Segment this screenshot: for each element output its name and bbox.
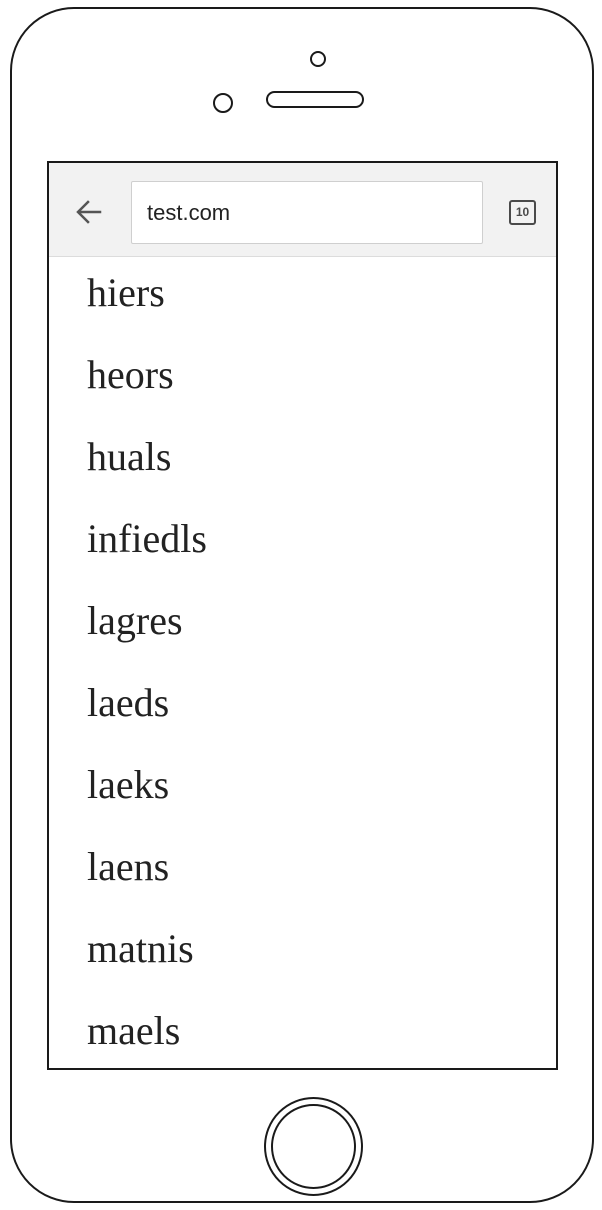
list-item-label: laens <box>87 844 170 889</box>
arrow-left-icon <box>76 200 102 224</box>
list-item-label: infiedls <box>87 516 207 561</box>
home-button[interactable] <box>264 1097 363 1196</box>
browser-toolbar: 10 <box>49 163 556 257</box>
list-item-label: heors <box>87 352 174 397</box>
list-item-label: hiers <box>87 270 165 315</box>
earpiece-speaker <box>266 91 364 108</box>
list-item[interactable]: laeds <box>49 667 556 749</box>
list-item[interactable]: infiedls <box>49 503 556 585</box>
url-input[interactable] <box>131 181 483 244</box>
list-item[interactable]: matnis <box>49 913 556 995</box>
word-list: hiers heors huals infiedls lagres laeds laeks l… <box>49 257 556 1068</box>
phone-screen: 10 hiers heors huals infiedls lagres laeds lae… <box>47 161 558 1070</box>
list-item[interactable]: hiers <box>49 257 556 339</box>
proximity-sensor <box>213 93 233 113</box>
back-button[interactable] <box>73 196 105 228</box>
home-button-ring <box>271 1104 356 1189</box>
list-item-label: maels <box>87 1008 181 1053</box>
list-item[interactable]: heors <box>49 339 556 421</box>
list-item-label: laeds <box>87 680 170 725</box>
front-camera <box>310 51 326 67</box>
list-item[interactable]: maels <box>49 995 556 1068</box>
list-item[interactable]: laens <box>49 831 556 913</box>
list-item-label: laeks <box>87 762 170 807</box>
list-item-label: matnis <box>87 926 194 971</box>
list-item[interactable]: huals <box>49 421 556 503</box>
list-item[interactable]: lagres <box>49 585 556 667</box>
list-item[interactable]: laeks <box>49 749 556 831</box>
list-item-label: lagres <box>87 598 183 643</box>
tab-switcher-button[interactable]: 10 <box>509 200 536 225</box>
list-item-label: huals <box>87 434 172 479</box>
